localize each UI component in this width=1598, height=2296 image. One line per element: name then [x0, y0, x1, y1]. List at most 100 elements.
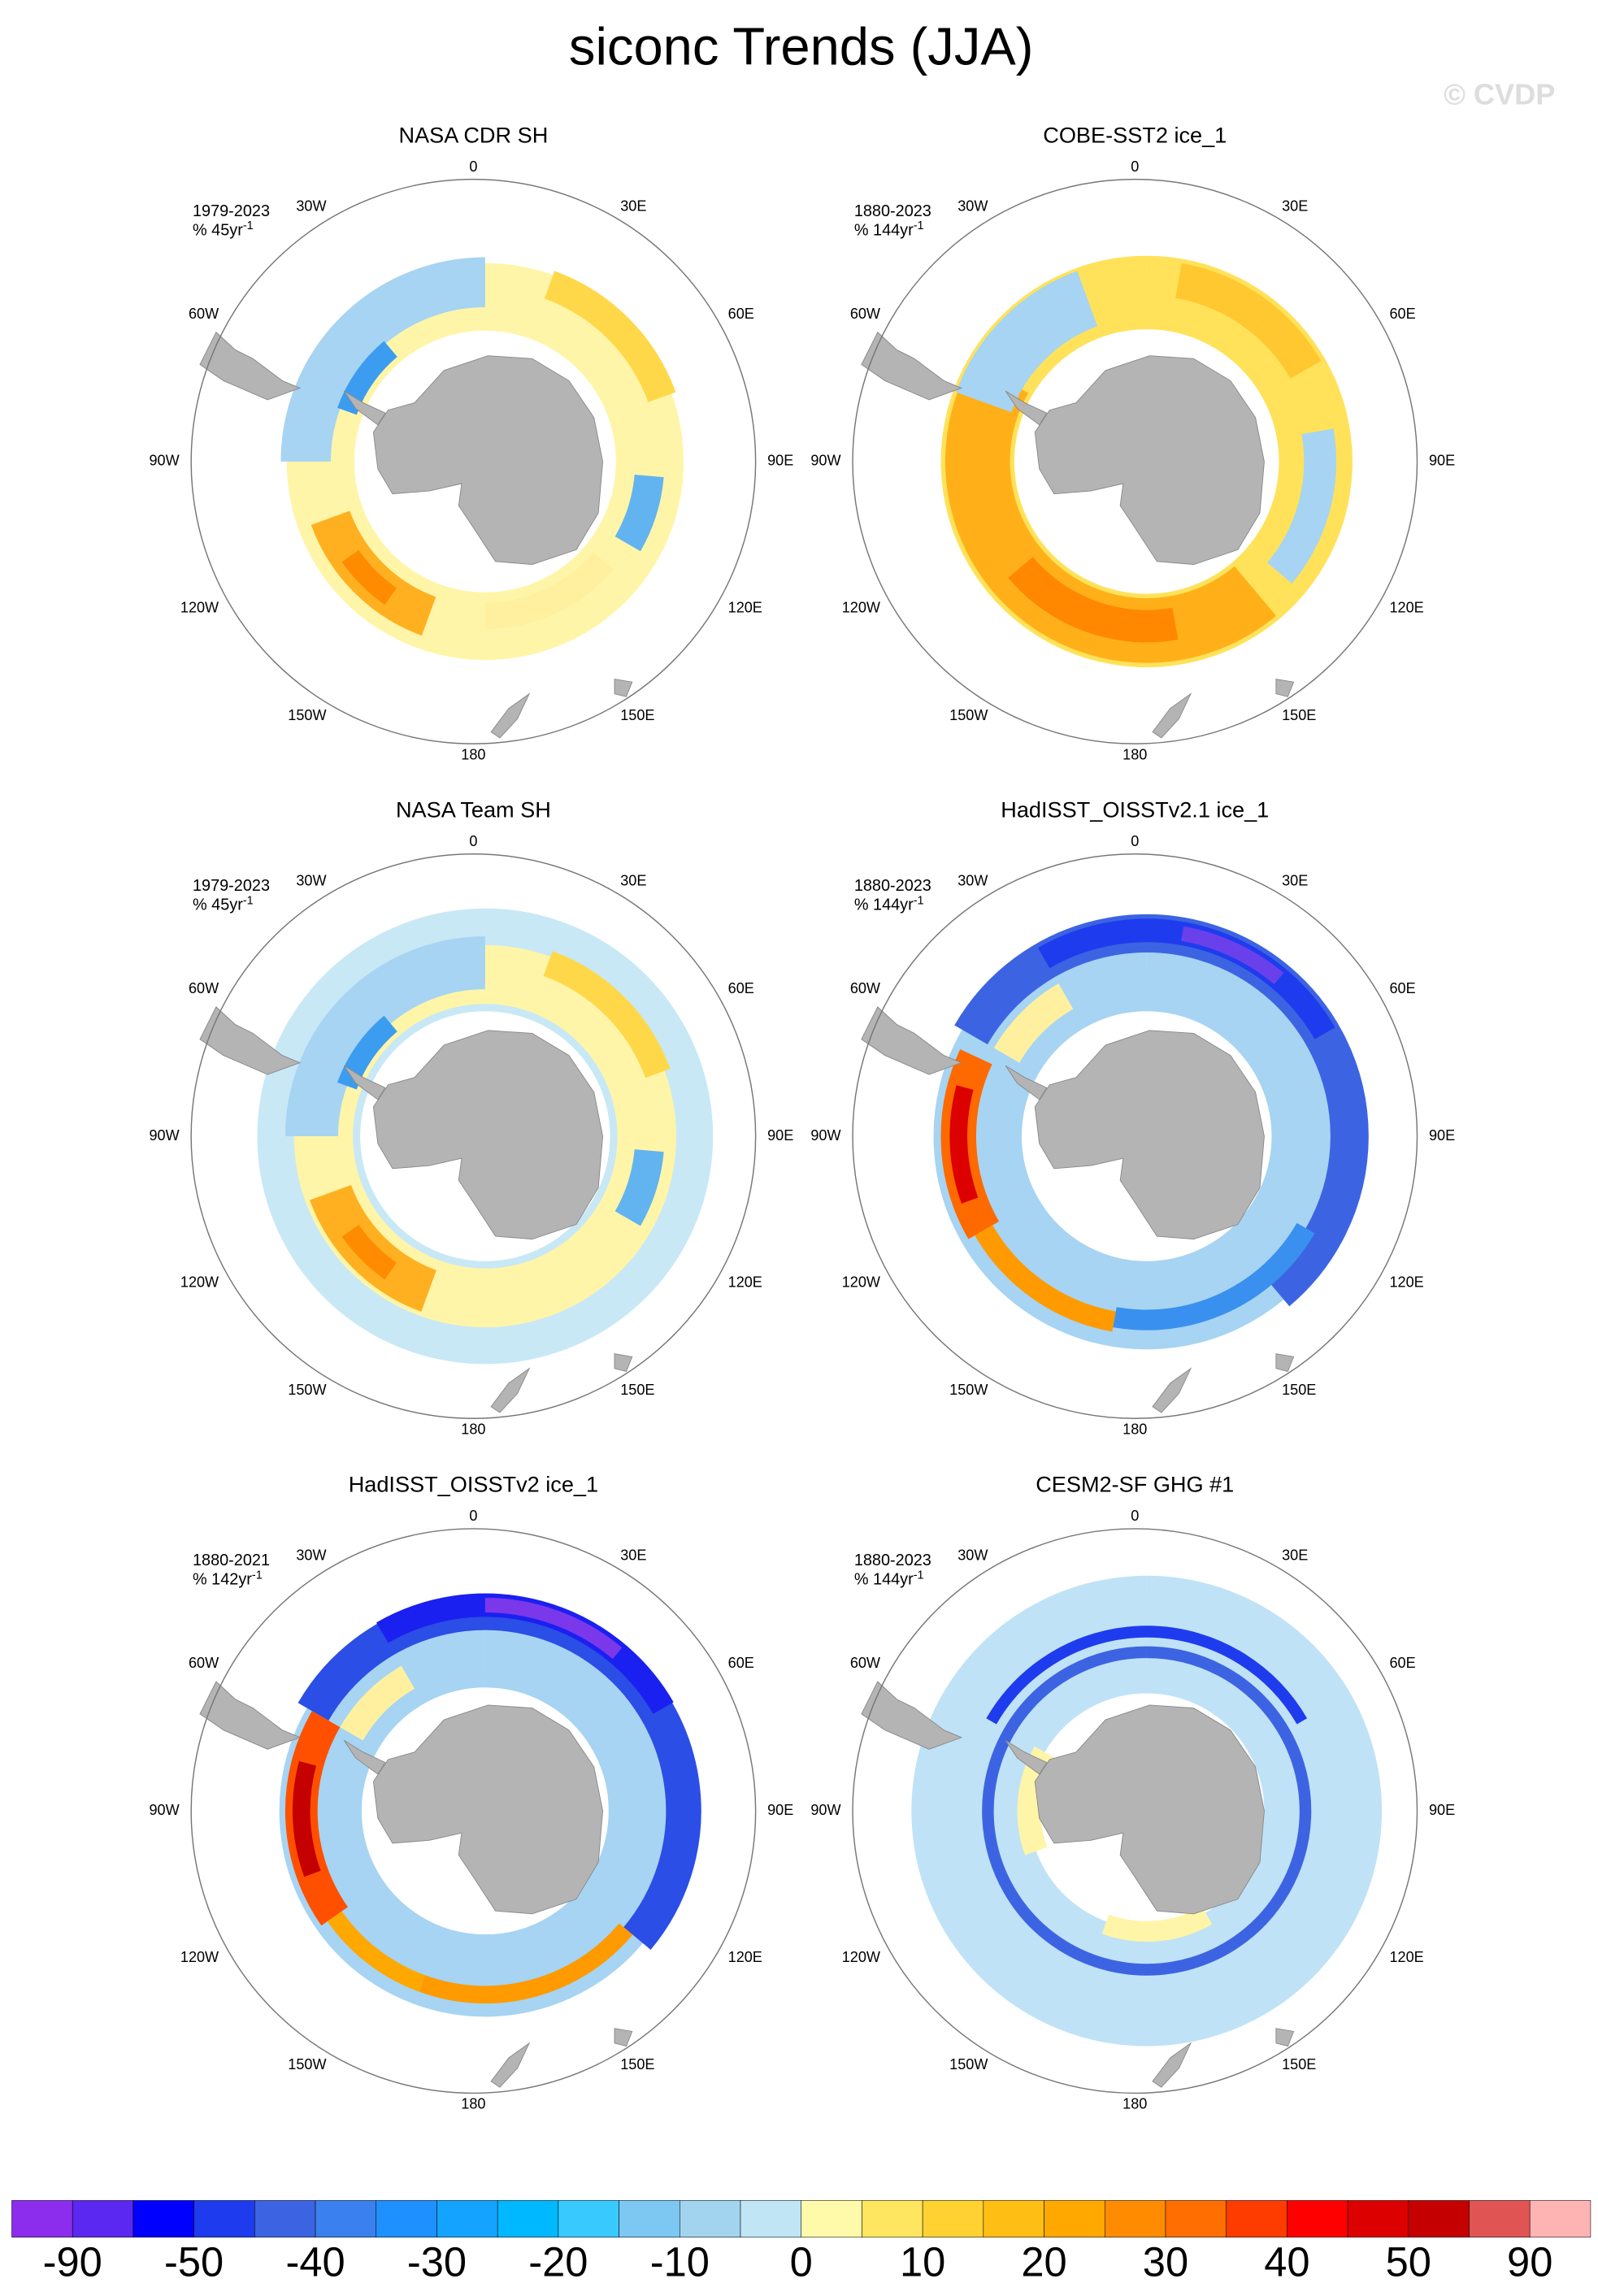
- sea-ice-shading: [341, 549, 397, 605]
- longitude-label: 60W: [850, 980, 880, 996]
- colorbar-box: [254, 2200, 316, 2237]
- south-america: [199, 1681, 302, 1750]
- colorbar-box: [680, 2200, 741, 2237]
- longitude-label: 120W: [842, 1949, 880, 1965]
- units-text: % 45yr: [193, 896, 243, 914]
- sea-ice-shading: [956, 271, 1098, 414]
- units-text: % 144yr: [854, 896, 914, 914]
- period-label: 1979-2023: [193, 202, 270, 220]
- colorbar-label: 90: [1507, 2238, 1552, 2285]
- longitude-label: 90E: [1429, 1127, 1455, 1144]
- sea-ice-shading: [986, 1625, 1308, 1725]
- map-panel: NASA Team SH 1979-2023% 45yr-1 0 30E 60E 90E 1…: [150, 797, 794, 1438]
- colorbar-box: [436, 2200, 498, 2237]
- colorbar-box: [801, 2200, 862, 2237]
- longitude-label: 30E: [620, 873, 646, 889]
- sea-ice-shading: [949, 1085, 979, 1204]
- units-label: % 45yr-1: [193, 219, 254, 239]
- longitude-label: 30E: [620, 1547, 646, 1564]
- south-america: [861, 1681, 963, 1750]
- antarctica: [1034, 1030, 1265, 1240]
- longitude-label: 30W: [296, 1547, 326, 1564]
- colorbar-box: [1529, 2200, 1591, 2237]
- longitude-label: 150E: [620, 1382, 654, 1398]
- sea-ice-shading: [341, 1224, 397, 1280]
- longitude-label: 180: [461, 746, 485, 762]
- map-panel: HadISST_OISSTv2.1 ice_1 1880-2023% 144yr-…: [810, 797, 1455, 1438]
- units-label: % 142yr-1: [193, 1569, 263, 1588]
- period-label: 1880-2023: [854, 877, 931, 895]
- colorbar-box: [740, 2200, 801, 2237]
- longitude-label: 30W: [957, 197, 988, 214]
- longitude-label: 120W: [180, 1274, 219, 1291]
- sea-ice-shading: [337, 341, 397, 415]
- longitude-label: 60W: [850, 1655, 880, 1671]
- period-label: 1880-2023: [854, 1552, 931, 1569]
- sea-ice-shading: [284, 936, 486, 1137]
- new-zealand: [1152, 2042, 1192, 2088]
- colorbar-box: [1165, 2200, 1227, 2237]
- map-boundary: [190, 1528, 757, 2094]
- sea-ice-shading: [1266, 428, 1337, 584]
- longitude-label: 0: [1131, 833, 1139, 849]
- longitude-label: 30W: [296, 873, 326, 889]
- sea-ice-shading: [1008, 557, 1179, 643]
- longitude-label: 90E: [767, 453, 793, 469]
- longitude-label: 90E: [1429, 1802, 1455, 1818]
- tasmania: [614, 679, 633, 697]
- longitude-label: 90W: [810, 453, 840, 469]
- panel-title: COBE-SST2 ice_1: [1043, 122, 1227, 147]
- tasmania: [1275, 679, 1295, 697]
- antarctic-peninsula: [1005, 1065, 1048, 1100]
- antarctic-peninsula: [343, 390, 386, 426]
- units-text: % 142yr: [193, 1571, 252, 1589]
- map-boundary: [852, 853, 1418, 1420]
- antarctic-peninsula: [1005, 1739, 1048, 1775]
- longitude-label: 60E: [1390, 306, 1416, 322]
- longitude-label: 30W: [957, 1547, 988, 1564]
- period-label: 1979-2023: [193, 877, 270, 895]
- longitude-label: 120E: [1390, 1274, 1424, 1291]
- longitude-label: 30E: [1282, 873, 1308, 889]
- colorbar-box: [1287, 2200, 1348, 2237]
- longitude-label: 60E: [1390, 980, 1416, 996]
- period-label: 1880-2023: [854, 202, 931, 220]
- panel-title: CESM2-SF GHG #1: [1036, 1472, 1234, 1497]
- antarctic-peninsula: [1005, 390, 1048, 426]
- sea-ice-shading: [614, 1148, 664, 1226]
- longitude-label: 90W: [810, 1127, 840, 1144]
- south-america: [861, 331, 963, 401]
- new-zealand: [1152, 692, 1192, 739]
- units-text: % 45yr: [193, 221, 243, 239]
- colorbar-label: 50: [1386, 2238, 1431, 2285]
- longitude-label: 150E: [1282, 707, 1316, 723]
- longitude-label: 60W: [189, 306, 219, 322]
- units-text: % 144yr: [854, 221, 914, 239]
- map-boundary: [852, 1528, 1418, 2094]
- units-label: % 144yr-1: [854, 1569, 924, 1588]
- units-exponent: -1: [243, 894, 254, 907]
- antarctic-peninsula: [343, 1065, 386, 1100]
- longitude-label: 30W: [957, 873, 988, 889]
- longitude-label: 120E: [728, 600, 762, 616]
- longitude-label: 60W: [850, 306, 880, 322]
- longitude-label: 30E: [620, 197, 646, 214]
- colorbar-label: -30: [407, 2238, 467, 2285]
- colorbar-label: -90: [43, 2238, 102, 2285]
- colorbar-box: [132, 2200, 194, 2237]
- panel-title: NASA CDR SH: [399, 122, 549, 147]
- sea-ice-shading: [1181, 926, 1284, 985]
- sea-ice-shading: [544, 271, 676, 403]
- longitude-label: 90E: [767, 1127, 793, 1144]
- sea-ice-shading: [340, 1665, 415, 1741]
- watermark: © CVDP: [1444, 77, 1555, 111]
- longitude-label: 150W: [288, 707, 326, 723]
- longitude-label: 150W: [949, 707, 988, 723]
- colorbar-label: 40: [1264, 2238, 1309, 2285]
- tasmania: [1275, 1353, 1295, 1372]
- longitude-label: 30W: [296, 197, 326, 214]
- colorbar-box: [193, 2200, 255, 2237]
